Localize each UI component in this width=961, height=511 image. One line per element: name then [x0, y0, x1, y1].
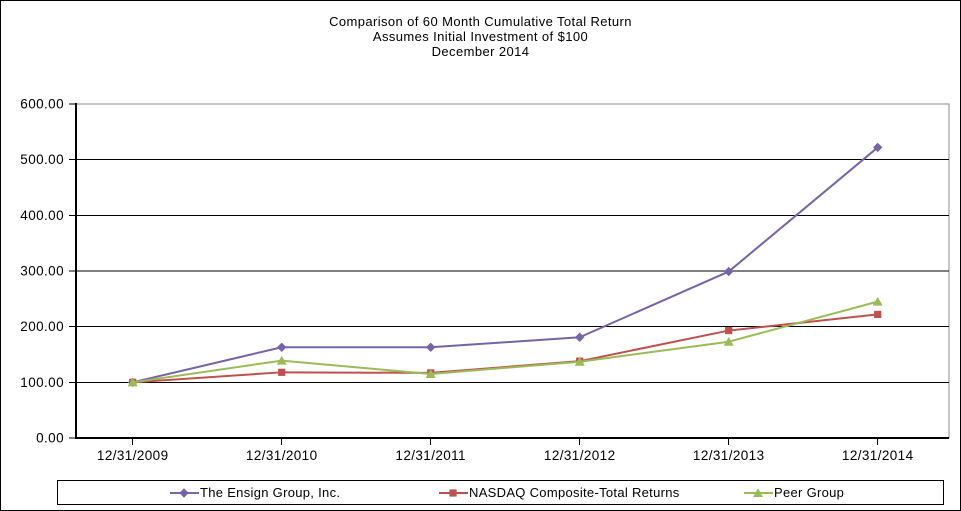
x-tick-label: 12/31/2014: [842, 448, 914, 463]
legend-marker-triangle-icon: [744, 487, 773, 497]
series-line-0: [132, 146, 879, 384]
legend-marker-square-icon: [439, 488, 468, 497]
series-2-marker-triangle: [276, 355, 287, 365]
legend-shape-square: [449, 488, 457, 497]
chart-title-line2: Assumes Initial Investment of $100: [372, 29, 589, 44]
chart-legend: The Ensign Group, Inc. NASDAQ Composite-…: [57, 480, 944, 505]
legend-item-ensign-group: The Ensign Group, Inc.: [170, 481, 340, 504]
x-tick-label: 12/31/2009: [97, 448, 169, 463]
series-0-marker-diamond: [426, 342, 436, 352]
series-1-marker-square: [725, 326, 733, 335]
y-tick-label: 500.00: [20, 152, 64, 167]
y-tick-label: 100.00: [20, 375, 64, 390]
y-tick-label: 200.00: [20, 319, 64, 334]
legend-label-ensign-group: The Ensign Group, Inc.: [200, 485, 341, 500]
chart-title: Comparison of 60 Month Cumulative Total …: [1, 14, 960, 59]
series-2-marker-triangle: [872, 296, 883, 306]
series-0-marker-diamond: [277, 342, 287, 352]
y-tick-label: 600.00: [20, 97, 64, 112]
series-1-marker-square: [278, 368, 286, 376]
legend-marker-diamond-icon: [170, 487, 199, 498]
legend-item-nasdaq-composite: NASDAQ Composite-Total Returns: [439, 481, 680, 504]
series-0-marker-diamond: [575, 332, 585, 342]
legend-item-peer-group: Peer Group: [744, 481, 844, 504]
x-tick-label: 12/31/2010: [246, 448, 318, 463]
series-2-marker-triangle: [127, 377, 138, 387]
series-1-marker-square: [874, 310, 882, 319]
y-tick-label: 0.00: [36, 431, 64, 446]
axes-group: [69, 103, 950, 445]
x-tick-label: 12/31/2013: [693, 448, 765, 463]
series-line-1: [132, 313, 878, 384]
legend-label-nasdaq-composite: NASDAQ Composite-Total Returns: [469, 485, 680, 500]
legend-shape-diamond: [179, 487, 189, 498]
y-tick-label: 400.00: [20, 208, 64, 223]
y-tick-label: 300.00: [20, 264, 64, 279]
series-2-marker-triangle: [574, 356, 585, 366]
series-0-marker-diamond: [724, 266, 734, 277]
legend-shape-triangle: [753, 487, 763, 497]
series-0-marker-diamond: [873, 142, 883, 153]
series-2-marker-triangle: [723, 336, 734, 346]
chart-title-line1: Comparison of 60 Month Cumulative Total …: [329, 14, 632, 29]
x-tick-label: 12/31/2012: [544, 448, 616, 463]
series-2-marker-triangle: [425, 369, 436, 378]
x-tick-label: 12/31/2011: [395, 448, 466, 463]
series-line-2: [132, 300, 878, 384]
chart-title-line3: December 2014: [431, 44, 530, 59]
legend-label-peer-group: Peer Group: [774, 485, 845, 500]
